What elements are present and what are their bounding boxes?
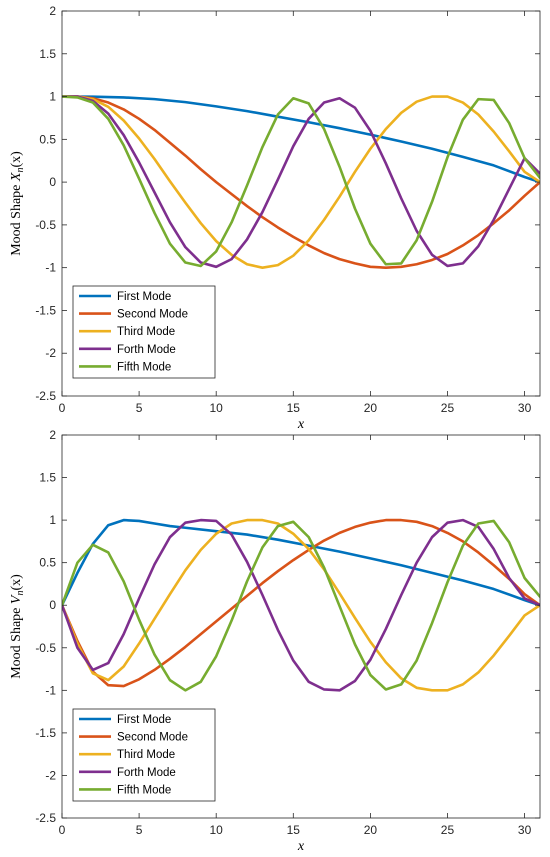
x-tick-label: 10 (210, 823, 224, 837)
series-line-1 (62, 518, 540, 607)
x-tick-label: 5 (136, 401, 143, 415)
legend-label-5: Fifth Mode (117, 361, 171, 373)
series-line-2 (62, 518, 540, 688)
y-tick-label: -2.5 (35, 811, 56, 825)
x-tick-label: 0 (59, 823, 66, 837)
legend-label-5: Fifth Mode (117, 784, 171, 796)
y-tick-label: -1 (45, 683, 56, 697)
legend: First Mode Second Mode Third Mode Forth Mod… (72, 285, 216, 379)
legend-label-4: Forth Mode (117, 344, 176, 356)
y-axis-label-text: Mood Shape (9, 604, 24, 679)
legend-label-3: Third Mode (117, 326, 175, 338)
x-tick-label: 0 (59, 401, 66, 415)
y-axis-label-arg: (x) (9, 151, 24, 168)
y-tick-label: -1.5 (35, 303, 56, 317)
legend: First Mode Second Mode Third Mode Forth Mod… (72, 708, 216, 802)
series-line-5 (62, 519, 540, 692)
x-tick-label: 25 (441, 401, 455, 415)
y-tick-label: -2.5 (35, 389, 56, 403)
legend-label-4: Forth Mode (117, 767, 176, 779)
y-axis-label-symbol: X (9, 172, 24, 182)
series-line-4 (62, 95, 540, 269)
axes-box (61, 434, 541, 819)
series-line-3 (62, 95, 540, 269)
y-axis-label: Mood Shape Vn(x) (9, 574, 26, 679)
x-tick-label: 30 (518, 823, 532, 837)
chart-panel-2: 0 5 10 15 20 25 30 2 1.5 1 0.5 0 -0.5 -1 -1.5 -2 -2.5 x Mo… (9, 428, 541, 854)
series-group (62, 95, 540, 269)
x-tick-label: 30 (518, 401, 532, 415)
y-tick-label: 1 (49, 513, 56, 527)
y-tick-label: -2 (45, 346, 56, 360)
series-line-1 (62, 95, 540, 184)
x-axis-label: x (297, 839, 305, 854)
legend-label-1: First Mode (117, 714, 171, 726)
x-tick-label: 15 (287, 823, 301, 837)
x-tick-label: 25 (441, 823, 455, 837)
x-tick-label: 10 (210, 401, 224, 415)
series-line-5 (62, 95, 540, 268)
y-tick-label: 0.5 (39, 556, 56, 570)
y-axis-label-subscript: n (15, 591, 26, 596)
y-tick-label: -2 (45, 768, 56, 782)
axes-box (61, 10, 541, 397)
x-tick-label: 5 (136, 823, 143, 837)
y-axis-label: Mood Shape Xn(x) (9, 151, 26, 256)
y-tick-label: 2 (49, 428, 56, 442)
legend-label-3: Third Mode (117, 749, 175, 761)
y-axis-label-arg: (x) (9, 574, 24, 591)
legend-box (72, 285, 216, 379)
y-axis-label-subscript: n (15, 168, 26, 173)
chart-panel-1: 0 5 10 15 20 25 30 2 1.5 1 0.5 0 -0.5 -1 -1.5 -2 -2.5 x Mo… (9, 4, 541, 432)
legend-label-2: Second Mode (117, 309, 188, 321)
y-tick-label: -1.5 (35, 726, 56, 740)
series-line-2 (62, 95, 540, 269)
y-tick-label: -0.5 (35, 641, 56, 655)
y-tick-label: 1.5 (39, 471, 56, 485)
x-axis-label: x (297, 417, 305, 432)
y-axis-label-symbol: V (9, 594, 24, 604)
series-line-3 (62, 518, 540, 692)
legend-label-2: Second Mode (117, 732, 188, 744)
y-tick-label: -1 (45, 261, 56, 275)
y-axis-label-text: Mood Shape (9, 181, 24, 256)
y-tick-label: 0 (49, 598, 56, 612)
y-tick-label: 1.5 (39, 47, 56, 61)
x-tick-label: 15 (287, 401, 301, 415)
y-tick-label: 2 (49, 4, 56, 18)
y-tick-label: 1 (49, 90, 56, 104)
y-tick-label: 0 (49, 175, 56, 189)
legend-label-1: First Mode (117, 291, 171, 303)
x-tick-label: 20 (364, 823, 378, 837)
y-tick-label: 0.5 (39, 132, 56, 146)
series-line-4 (62, 518, 540, 692)
series-group (62, 518, 540, 692)
x-tick-label: 20 (364, 401, 378, 415)
y-tick-label: -0.5 (35, 218, 56, 232)
